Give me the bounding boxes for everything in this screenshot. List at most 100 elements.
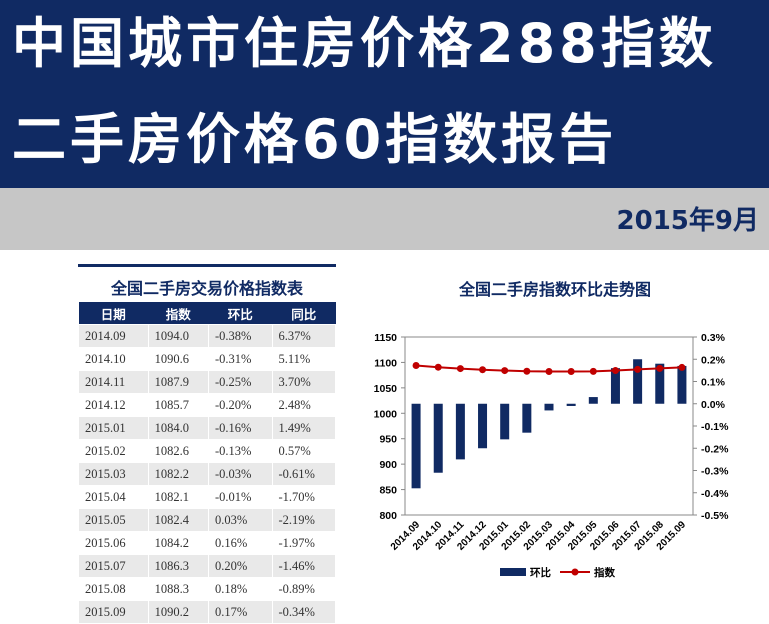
index-point (501, 367, 509, 375)
left-axis-label: 950 (379, 434, 397, 446)
mom-bar (544, 403, 554, 411)
mom-bar (566, 403, 576, 406)
cell-index: 1090.2 (147, 600, 210, 624)
date-band: 2015年9月 (0, 188, 769, 250)
cell-yoy: -0.61% (271, 462, 336, 486)
index-point (479, 366, 487, 374)
cell-yoy: -1.46% (271, 554, 336, 578)
cell-mom: 0.16% (208, 531, 273, 555)
index-point (456, 365, 464, 373)
table-row: 2015.05 1082.4 0.03% -2.19% (78, 508, 336, 532)
cell-yoy: 0.57% (271, 439, 336, 463)
index-point (523, 367, 531, 375)
table-row: 2015.08 1088.3 0.18% -0.89% (78, 577, 336, 601)
cell-date: 2015.02 (78, 439, 149, 463)
report-date: 2015年9月 (616, 206, 759, 236)
legend-label-mom: 环比 (530, 566, 551, 579)
cell-index: 1085.7 (147, 393, 210, 417)
cell-mom: 0.03% (208, 508, 273, 532)
cell-mom: -0.31% (208, 347, 273, 371)
cell-mom: -0.20% (208, 393, 273, 417)
plot-area (404, 336, 694, 516)
cell-date: 2014.11 (78, 370, 149, 394)
cell-yoy: 2.48% (271, 393, 336, 417)
cell-mom: -0.03% (208, 462, 273, 486)
index-point (656, 364, 664, 372)
table-row: 2015.04 1082.1 -0.01% -1.70% (78, 485, 336, 509)
table-row: 2015.07 1086.3 0.20% -1.46% (78, 554, 336, 578)
table-row: 2015.01 1084.0 -0.16% 1.49% (78, 416, 336, 440)
col-header-yoy: 同比 (272, 302, 336, 325)
right-axis-label: 0.1% (701, 377, 726, 389)
legend-marker-index (571, 568, 579, 576)
left-axis-label: 1050 (374, 383, 398, 395)
cell-index: 1082.6 (147, 439, 210, 463)
trend-chart: 800 850 900 950 1000 1050 1100 1150 -0.5% -0.4% -0… (374, 332, 729, 579)
table-row: 2015.03 1082.2 -0.03% -0.61% (78, 462, 336, 486)
left-axis-label: 850 (379, 485, 397, 497)
cell-date: 2015.07 (78, 554, 149, 578)
index-point (434, 363, 442, 371)
cell-date: 2015.09 (78, 600, 149, 624)
cell-yoy: 6.37% (271, 324, 336, 348)
cell-yoy: 1.49% (271, 416, 336, 440)
left-axis-label: 800 (379, 510, 397, 522)
col-header-mom: 环比 (208, 302, 272, 325)
table-header-row: 日期 指数 环比 同比 (78, 302, 336, 325)
cell-mom: -0.13% (208, 439, 273, 463)
left-axis-label: 900 (379, 459, 397, 471)
index-point (678, 363, 686, 371)
legend-label-index: 指数 (594, 566, 615, 579)
cell-index: 1088.3 (147, 577, 210, 601)
cell-index: 1086.3 (147, 554, 210, 578)
index-point (589, 367, 597, 375)
col-header-index: 指数 (148, 302, 209, 325)
cell-index: 1082.1 (147, 485, 210, 509)
cell-yoy: -2.19% (271, 508, 336, 532)
cell-date: 2015.06 (78, 531, 149, 555)
cell-index: 1082.2 (147, 462, 210, 486)
table-row: 2014.12 1085.7 -0.20% 2.48% (78, 393, 336, 417)
cell-mom: 0.18% (208, 577, 273, 601)
title-line-1: 中国城市住房价格288指数 (12, 12, 717, 75)
table-title: 全国二手房交易价格指数表 (78, 264, 336, 301)
title-banner: 中国城市住房价格288指数 二手房价格60指数报告 (0, 0, 769, 188)
mom-bar (500, 403, 510, 440)
index-point (412, 361, 420, 369)
mom-bar (522, 403, 532, 433)
cell-mom: -0.38% (208, 324, 273, 348)
cell-index: 1087.9 (147, 370, 210, 394)
table-row: 2015.06 1084.2 0.16% -1.97% (78, 531, 336, 555)
table-row: 2014.10 1090.6 -0.31% 5.11% (78, 347, 336, 371)
mom-bar (677, 365, 687, 404)
cell-index: 1082.4 (147, 508, 210, 532)
cell-mom: 0.17% (208, 600, 273, 624)
cell-yoy: 3.70% (271, 370, 336, 394)
cell-mom: -0.01% (208, 485, 273, 509)
left-axis-label: 1000 (374, 408, 398, 420)
right-axis-label: 0.3% (701, 332, 726, 344)
cell-index: 1094.0 (147, 324, 210, 348)
right-axis-label: -0.3% (701, 466, 729, 478)
table-row: 2014.11 1087.9 -0.25% 3.70% (78, 370, 336, 394)
cell-yoy: -1.70% (271, 485, 336, 509)
chart-title: 全国二手房指数环比走势图 (458, 280, 651, 299)
right-axis-label: -0.5% (701, 510, 729, 522)
cell-index: 1084.0 (147, 416, 210, 440)
cell-date: 2015.05 (78, 508, 149, 532)
mom-bar (478, 403, 488, 449)
table-row: 2015.09 1090.2 0.17% -0.34% (78, 600, 336, 624)
cell-mom: -0.25% (208, 370, 273, 394)
cell-yoy: 5.11% (271, 347, 336, 371)
right-axis-label: 0.2% (701, 354, 726, 366)
cell-yoy: -0.89% (271, 577, 336, 601)
right-axis-label: -0.4% (701, 488, 729, 500)
cell-date: 2015.03 (78, 462, 149, 486)
cell-yoy: -1.97% (271, 531, 336, 555)
index-point (567, 368, 575, 376)
legend-swatch-mom (500, 568, 526, 576)
index-table: 日期 指数 环比 同比 2014.09 1094.0 -0.38% 6.37% 2014… (78, 302, 336, 624)
cell-mom: -0.16% (208, 416, 273, 440)
right-axis-label: -0.2% (701, 443, 729, 455)
cell-mom: 0.20% (208, 554, 273, 578)
